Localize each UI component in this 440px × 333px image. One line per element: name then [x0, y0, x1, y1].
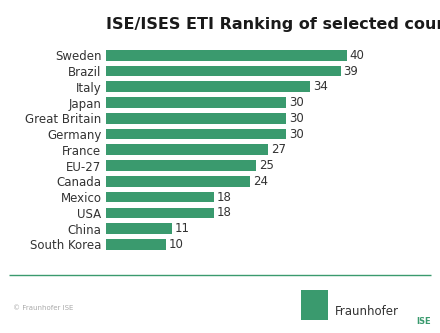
Text: 30: 30 [290, 112, 304, 125]
Text: 30: 30 [290, 96, 304, 109]
Bar [106, 176, 250, 187]
Text: 30: 30 [290, 128, 304, 141]
Bar [106, 66, 341, 76]
Polygon shape [330, 290, 362, 320]
Polygon shape [303, 290, 334, 320]
Bar [106, 113, 286, 124]
Polygon shape [275, 290, 307, 320]
Polygon shape [312, 290, 344, 320]
Bar [106, 207, 214, 218]
Bar [106, 129, 286, 140]
Polygon shape [293, 290, 325, 320]
Text: 27: 27 [271, 143, 286, 157]
Text: 18: 18 [217, 206, 232, 219]
Text: 10: 10 [169, 238, 184, 251]
Text: 39: 39 [344, 65, 359, 78]
Bar [106, 223, 172, 234]
Text: 25: 25 [259, 159, 274, 172]
Bar [106, 97, 286, 108]
Text: 18: 18 [217, 190, 232, 203]
Text: © Fraunhofer ISE: © Fraunhofer ISE [13, 305, 73, 311]
Bar [106, 50, 347, 61]
Text: 40: 40 [350, 49, 364, 62]
Text: ISE: ISE [416, 317, 430, 326]
Polygon shape [349, 290, 381, 320]
Text: 34: 34 [314, 80, 328, 93]
Text: 24: 24 [253, 175, 268, 188]
Text: 11: 11 [175, 222, 190, 235]
Bar [106, 160, 256, 171]
Bar [106, 239, 166, 250]
Bar [106, 145, 268, 155]
Polygon shape [340, 290, 371, 320]
Polygon shape [284, 290, 316, 320]
Bar [106, 192, 214, 202]
Text: Fraunhofer: Fraunhofer [334, 305, 398, 318]
Bar [106, 82, 311, 92]
Text: ISE/ISES ETI Ranking of selected countries: ISE/ISES ETI Ranking of selected countri… [106, 17, 440, 32]
Polygon shape [321, 290, 353, 320]
